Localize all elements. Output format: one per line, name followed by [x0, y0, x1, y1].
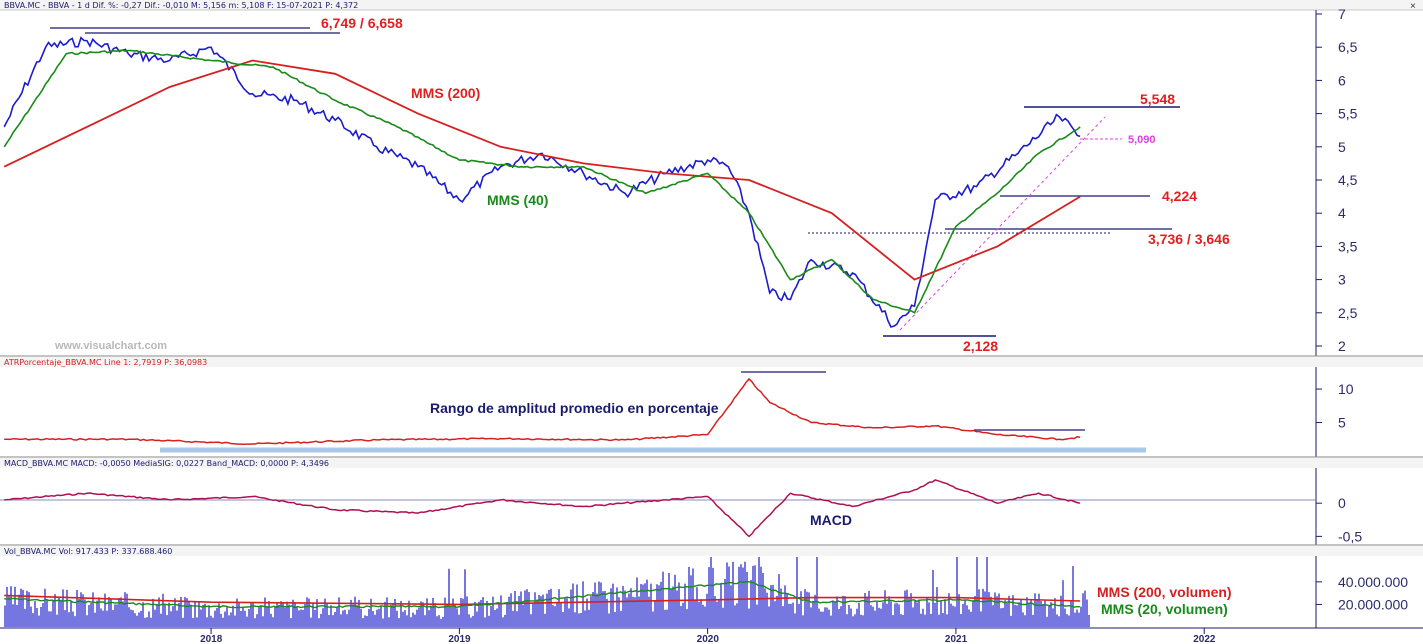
atr-label: Rango de amplitud promedio en porcentaje	[430, 400, 719, 416]
price-y-axis: 7 6,5 6 5,5 5 4,5 4 3,5 3 2,5 2	[1316, 6, 1358, 354]
atr-series	[4, 377, 1081, 445]
macd-y-axis: 0 -0,5	[1316, 495, 1362, 544]
x-tick-label: 2018	[200, 634, 223, 644]
top-resist-label: 6,749 / 6,658	[321, 15, 403, 31]
mms40-series	[3, 49, 1081, 314]
y-tick-label: 2,5	[1338, 305, 1358, 321]
mms200-series	[3, 59, 1081, 281]
macd-panel: MACD_BBVA.MC MACD: -0,0050 MediaSIG: 0,0…	[0, 458, 1423, 546]
y-tick-label: 4	[1338, 205, 1346, 221]
close-icon[interactable]: ×	[1410, 1, 1416, 12]
watermark: www.visualchart.com	[54, 340, 167, 352]
macd-label: MACD	[810, 512, 852, 528]
volume-panel: Vol_BBVA.MC Vol: 917.433 P: 337.688.460 …	[0, 546, 1423, 629]
y-tick-label: 6	[1338, 72, 1346, 88]
volume-header: Vol_BBVA.MC Vol: 917.433 P: 337.688.460	[4, 547, 172, 556]
y-tick-label: -0,5	[1338, 528, 1362, 544]
volume-bars	[4, 557, 1090, 627]
y-tick-label: 4,5	[1338, 172, 1358, 188]
vol200-series	[4, 594, 1081, 606]
y-tick-label: 20.000.000	[1338, 596, 1408, 612]
y-tick-label: 6,5	[1338, 39, 1358, 55]
vol20-label: MMS (20, volumen)	[1101, 601, 1228, 617]
x-tick-label: 2021	[945, 634, 968, 644]
macd-header: MACD_BBVA.MC MACD: -0,0050 MediaSIG: 0,0…	[4, 459, 329, 468]
y-tick-label: 3	[1338, 272, 1346, 288]
y-tick-label: 5,5	[1338, 106, 1358, 122]
support2-label: 3,736 / 3,646	[1148, 231, 1230, 247]
y-tick-label: 5	[1338, 139, 1346, 155]
vol200-label: MMS (200, volumen)	[1097, 584, 1232, 600]
y-tick-label: 0	[1338, 495, 1346, 511]
y-tick-label: 5	[1338, 415, 1346, 431]
macd-series	[4, 479, 1081, 538]
y-tick-label: 40.000.000	[1338, 574, 1408, 590]
atr-panel: ATRPorcentaje_BBVA.MC Line 1: 2,7919 P: …	[0, 357, 1423, 458]
y-tick-label: 2	[1338, 338, 1346, 354]
price-panel: BBVA.MC - BBVA - 1 d Dif. %: -0,27 Dif.:…	[0, 0, 1423, 357]
covid-low-label: 2,128	[963, 338, 998, 354]
price-series	[3, 36, 1081, 328]
vol20-series	[4, 580, 1081, 609]
atr-y-axis: 10 5	[1316, 381, 1354, 431]
y-tick-label: 3,5	[1338, 238, 1358, 254]
recent-high-label: 5,548	[1140, 91, 1175, 107]
price-header: BBVA.MC - BBVA - 1 d Dif. %: -0,27 Dif.:…	[4, 1, 358, 10]
volume-y-axis: 40.000.000 20.000.000	[1316, 574, 1408, 612]
mms200-label: MMS (200)	[411, 85, 480, 101]
support1-label: 4,224	[1162, 188, 1197, 204]
x-axis: 2018 2019 2020 2021 2022	[200, 628, 1216, 644]
x-tick-label: 2022	[1193, 634, 1216, 644]
x-tick-label: 2019	[448, 634, 471, 644]
y-tick-label: 7	[1338, 6, 1346, 22]
atr-header: ATRPorcentaje_BBVA.MC Line 1: 2,7919 P: …	[4, 358, 207, 367]
x-tick-label: 2020	[697, 634, 720, 644]
y-tick-label: 10	[1338, 381, 1354, 397]
pink-level-label: 5,090	[1128, 134, 1156, 146]
mms40-label: MMS (40)	[487, 192, 548, 208]
